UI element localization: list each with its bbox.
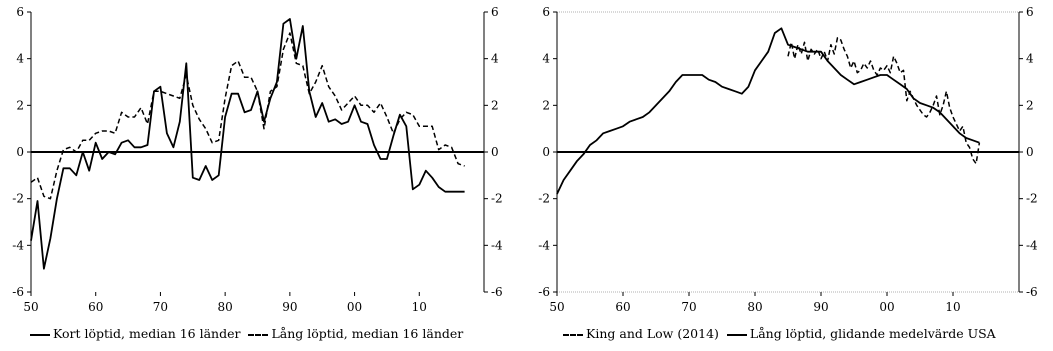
y-tick-label-left: -2 [538,192,550,206]
legend-swatch-dashed [248,333,269,336]
x-tick-label: 60 [615,300,630,314]
y-tick-label-left: -6 [12,285,24,299]
y-tick-label-right: 2 [1026,98,1034,112]
legend-swatch-solid [30,333,50,336]
y-tick-label-left: 4 [16,52,24,66]
legend-item-lang: Lång löptid, median 16 länder [248,326,463,341]
left-chart: -6 -6-4 -4-2 -20 02 24 46 650 60 70 80 90 00 10 [12,5,503,314]
legend-swatch-dashed [563,333,583,336]
y-tick-label-left: -6 [538,285,550,299]
legend-item-kort: Kort löptid, median 16 länder [30,326,240,341]
x-tick-label: 00 [347,300,362,314]
x-tick-label: 50 [23,300,38,314]
y-tick-label-right: 4 [491,52,499,66]
x-tick-label: 70 [681,300,696,314]
y-tick-label-left: -2 [12,192,24,206]
y-tick-label-right: 2 [491,98,499,112]
y-tick-label-right: -2 [1026,192,1038,206]
y-tick-label-left: 0 [542,145,550,159]
left-chart-panel: -6 -6 -4 -4 -2 -2 0 0 2 2 4 4 6 6 50 60 70 80 90 00 10 Kort … [12,5,503,341]
legend-label-king-low: King and Low (2014) [586,326,719,341]
right-chart-panel: -6 -6 -4 -4 -2 -2 0 0 2 2 4 4 6 6 50 60 70 80 90 00 10 King … [527,0,1053,351]
y-tick-label-right: -2 [491,192,503,206]
series-line-1 [30,32,465,200]
y-tick-label-left: 4 [542,52,550,66]
y-tick-label-left: 6 [542,5,550,19]
legend-item-king-low: King and Low (2014) [563,326,719,341]
series-line-0 [30,18,465,270]
y-tick-label-left: 6 [16,5,24,19]
y-tick-label-right: -4 [1026,238,1038,252]
x-tick-label: 50 [549,300,564,314]
legend-label-lang: Lång löptid, median 16 länder [271,326,464,341]
right-chart: -6 -6-4 -4-2 -20 02 24 46 650 60 70 80 90 00 10 [538,5,1038,314]
y-tick-label-right: 0 [1026,145,1034,159]
x-tick-label: 80 [218,300,233,314]
y-tick-label-right: 4 [1026,52,1034,66]
x-tick-label: 60 [88,300,103,314]
x-tick-label: 00 [879,300,894,314]
x-tick-label: 70 [153,300,168,314]
y-tick-label-right: 6 [491,5,499,19]
x-tick-label: 10 [945,300,960,314]
y-tick-label-left: -4 [12,238,24,252]
x-tick-label: 90 [813,300,828,314]
series-line-1 [556,27,980,195]
y-tick-label-right: -6 [491,285,503,299]
y-tick-label-left: -4 [538,238,550,252]
legend-swatch-solid [726,333,747,336]
y-tick-label-left: 0 [16,145,24,159]
y-tick-label-right: -6 [1026,285,1038,299]
right-legend: King and Low (2014) Lång löptid, glidand… [563,326,996,341]
x-tick-label: 10 [412,300,427,314]
y-tick-label-right: -4 [491,238,503,252]
y-tick-label-left: 2 [16,98,24,112]
legend-label-usa: Lång löptid, glidande medelvärde USA [749,326,996,341]
y-tick-label-right: 0 [491,145,499,159]
legend-label-kort: Kort löptid, median 16 länder [53,326,241,341]
y-tick-label-left: 2 [542,98,550,112]
x-tick-label: 90 [282,300,297,314]
x-tick-label: 80 [747,300,762,314]
left-legend: Kort löptid, median 16 länder Lång löpti… [30,326,463,341]
legend-item-usa: Lång löptid, glidande medelvärde USA [726,326,996,341]
series-line-0 [787,36,981,165]
y-tick-label-right: 6 [1026,5,1034,19]
